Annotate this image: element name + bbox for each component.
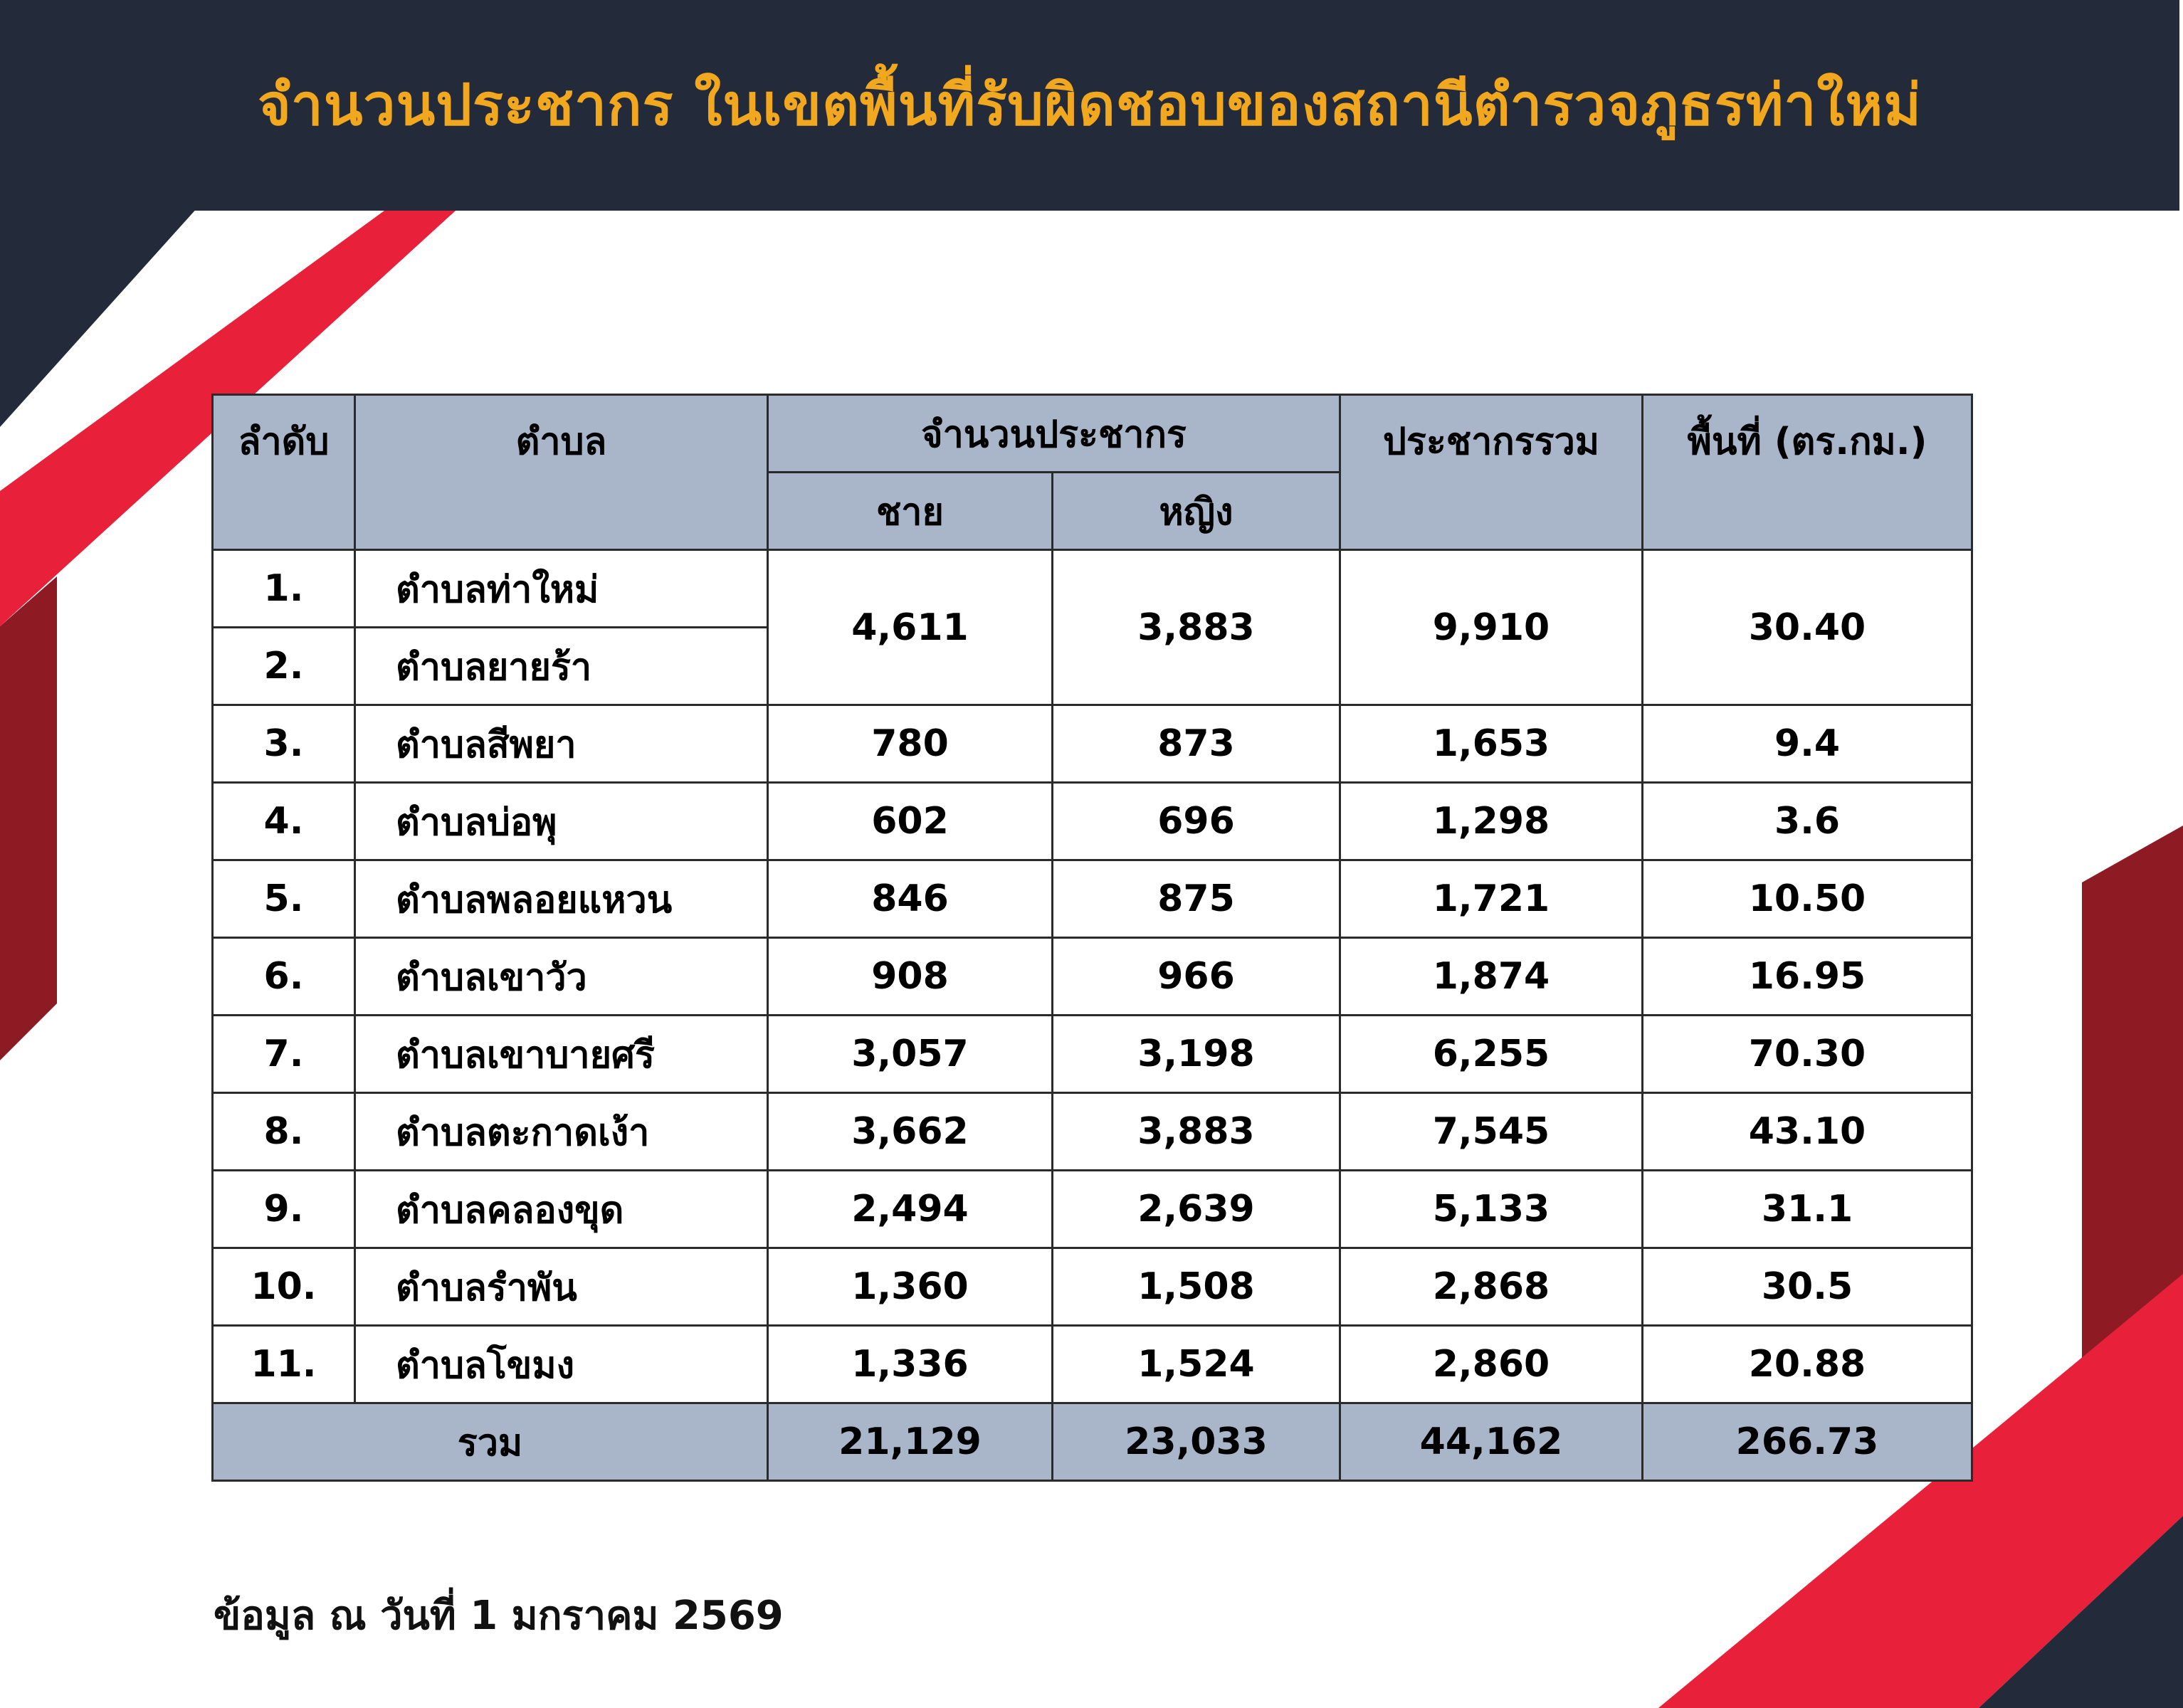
total-population: 5,133: [1339, 1169, 1643, 1249]
total-population: 1,874: [1339, 937, 1643, 1016]
row-number: 5.: [211, 859, 356, 939]
header-bar: จำนวนประชากร ในเขตพื้นที่รับผิดชอบของสถา…: [0, 0, 2179, 211]
total-label: รวม: [211, 1402, 769, 1482]
row-number: 9.: [211, 1169, 356, 1249]
row-number: 7.: [211, 1014, 356, 1094]
subdistrict-name: ตำบลพลอยแหวน: [354, 859, 769, 939]
table-row: 1. ตำบลท่าใหม่ 4,611 3,883 9,910 30.40: [211, 549, 1973, 706]
area-value: 9.4: [1641, 704, 1973, 784]
row-number: 6.: [211, 937, 356, 1016]
table-row: 8. ตำบลตะกาดเง้า 3,662 3,883 7,545 43.10: [211, 1092, 1973, 1171]
female-count: 873: [1051, 704, 1341, 784]
male-count: 3,662: [767, 1092, 1053, 1171]
male-count: 846: [767, 859, 1053, 939]
right-navy-corner: [1979, 1516, 2183, 1708]
male-count: 2,494: [767, 1169, 1053, 1249]
area-value: 16.95: [1641, 937, 1973, 1016]
table-row: 11. ตำบลโขมง 1,336 1,524 2,860 20.88: [211, 1324, 1973, 1404]
subdistrict-name: ตำบลตะกาดเง้า: [354, 1092, 769, 1171]
header-subrow: ชาย หญิง: [213, 471, 1972, 551]
header-female: หญิง: [1051, 471, 1341, 551]
female-count: 3,198: [1051, 1014, 1341, 1094]
subdistrict-name: ตำบลท่าใหม่: [354, 549, 769, 628]
subdistrict-name: ตำบลเขาบายศรี: [354, 1014, 769, 1094]
header-total-population: ประชากรรวม: [1339, 394, 1643, 551]
data-date-note: ข้อมูล ณ วันที่ 1 มกราคม 2569: [214, 1593, 784, 1639]
row-number: 11.: [211, 1324, 356, 1404]
total-area: 266.73: [1641, 1402, 1973, 1482]
male-count: 1,360: [767, 1247, 1053, 1327]
total-population: 6,255: [1339, 1014, 1643, 1094]
subdistrict-name: ตำบลคลองขุด: [354, 1169, 769, 1249]
table-row: 9. ตำบลคลองขุด 2,494 2,639 5,133 31.1: [211, 1169, 1973, 1249]
total-female: 23,033: [1051, 1402, 1341, 1482]
area-value: 20.88: [1641, 1324, 1973, 1404]
subdistrict-name: ตำบลโขมง: [354, 1324, 769, 1404]
area-value: 31.1: [1641, 1169, 1973, 1249]
total-population: 1,298: [1339, 781, 1643, 861]
female-count: 696: [1051, 781, 1341, 861]
table-row: 3. ตำบลสีพยา 780 873 1,653 9.4: [211, 704, 1973, 784]
row-number: 4.: [211, 781, 356, 861]
subdistrict-name: ตำบลเขาวัว: [354, 937, 769, 1016]
table-row: 2. ตำบลยายร้า: [211, 626, 1972, 706]
table-row: 10. ตำบลรำพัน 1,360 1,508 2,868 30.5: [211, 1247, 1973, 1327]
total-row: รวม 21,129 23,033 44,162 266.73: [211, 1402, 1973, 1482]
male-count: 908: [767, 937, 1053, 1016]
population-table: ลำดับ ตำบล จำนวนประชากร ประชากรรวม พื้นท…: [211, 394, 1973, 1482]
total-population: 2,868: [1339, 1247, 1643, 1327]
table-row: 6. ตำบลเขาวัว 908 966 1,874 16.95: [211, 937, 1973, 1016]
total-population: 7,545: [1339, 1092, 1643, 1171]
female-count: 1,524: [1051, 1324, 1341, 1404]
header-order: ลำดับ: [211, 394, 356, 551]
female-count: 3,883: [1051, 1092, 1341, 1171]
area-value: 70.30: [1641, 1014, 1973, 1094]
female-count: 3,883: [1051, 549, 1341, 706]
table-row: 4. ตำบลบ่อพุ 602 696 1,298 3.6: [211, 781, 1973, 861]
header-row: ลำดับ ตำบล จำนวนประชากร ประชากรรวม พื้นท…: [211, 394, 1973, 551]
area-value: 3.6: [1641, 781, 1973, 861]
female-count: 2,639: [1051, 1169, 1341, 1249]
male-count: 602: [767, 781, 1053, 861]
area-value: 10.50: [1641, 859, 1973, 939]
page-title: จำนวนประชากร ในเขตพื้นที่รับผิดชอบของสถา…: [258, 72, 1922, 138]
total-population: 9,910: [1339, 549, 1643, 706]
row-number: 10.: [211, 1247, 356, 1327]
subdistrict-name: ตำบลสีพยา: [354, 704, 769, 784]
area-value: 43.10: [1641, 1092, 1973, 1171]
left-dark-red-band: [0, 576, 57, 1060]
total-population: 1,721: [1339, 859, 1643, 939]
row-number: 3.: [211, 704, 356, 784]
area-value: 30.40: [1641, 549, 1973, 706]
row-number: 8.: [211, 1092, 356, 1171]
area-value: 30.5: [1641, 1247, 1973, 1327]
row-number: 1.: [211, 549, 356, 628]
table-row: 7. ตำบลเขาบายศรี 3,057 3,198 6,255 70.30: [211, 1014, 1973, 1094]
right-red-stripe: [1658, 1274, 2183, 1708]
subdistrict-name: ตำบลรำพัน: [354, 1247, 769, 1327]
header-population: จำนวนประชากร: [767, 394, 1341, 473]
table-row: 5. ตำบลพลอยแหวน 846 875 1,721 10.50: [211, 859, 1973, 939]
subdistrict-name: ตำบลบ่อพุ: [354, 781, 769, 861]
subdistrict-name: ตำบลยายร้า: [354, 626, 769, 706]
total-population: 2,860: [1339, 1324, 1643, 1404]
male-count: 1,336: [767, 1324, 1053, 1404]
header-male: ชาย: [767, 471, 1053, 551]
female-count: 966: [1051, 937, 1341, 1016]
total-male: 21,129: [767, 1402, 1053, 1482]
total-population: 1,653: [1339, 704, 1643, 784]
male-count: 3,057: [767, 1014, 1053, 1094]
row-number: 2.: [211, 626, 356, 706]
grand-total-population: 44,162: [1339, 1402, 1643, 1482]
male-count: 4,611: [767, 549, 1053, 706]
female-count: 875: [1051, 859, 1341, 939]
header-area: พื้นที่ (ตร.กม.): [1641, 394, 1973, 551]
female-count: 1,508: [1051, 1247, 1341, 1327]
header-subdistrict: ตำบล: [354, 394, 769, 551]
male-count: 780: [767, 704, 1053, 784]
